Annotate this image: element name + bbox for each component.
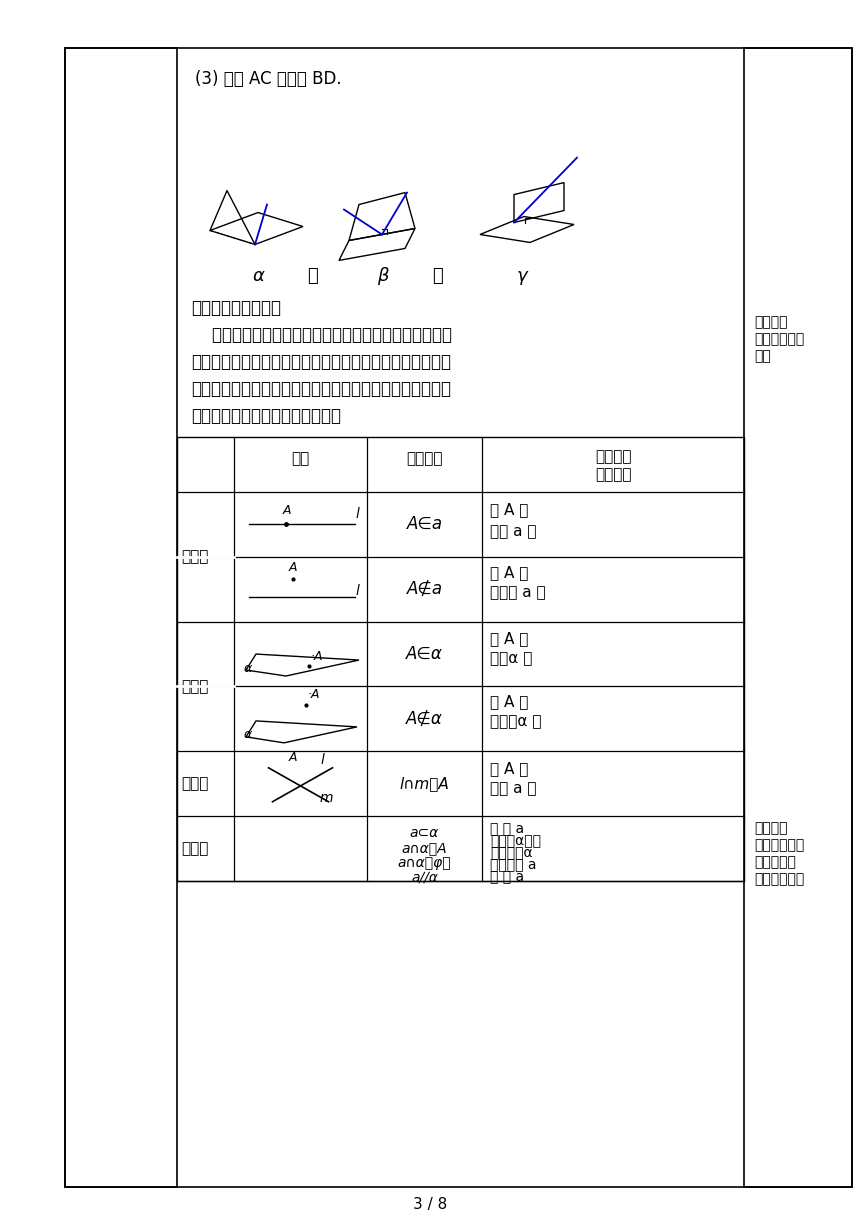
Text: m: m [320,790,334,805]
Text: A∉a: A∉a [407,580,443,598]
Text: 点 A 不: 点 A 不 [490,694,528,709]
Text: 在直线 a 上: 在直线 a 上 [490,585,545,599]
Text: 点 A 在: 点 A 在 [490,631,528,647]
Text: 点线面的基本关系：: 点线面的基本关系： [191,299,281,317]
Text: 可借用集合中的符号语言来表示。: 可借用集合中的符号语言来表示。 [191,407,341,426]
Text: 直线 a 上: 直线 a 上 [490,781,537,796]
Text: l: l [355,507,359,522]
Text: （读法）: （读法） [595,467,631,482]
Text: (3) 平面 AC 或平面 BD.: (3) 平面 AC 或平面 BD. [195,69,341,88]
Text: a⊂α: a⊂α [410,826,439,840]
Text: 线线面: 线线面 [181,841,208,856]
Bar [65,47,177,1187]
Text: 文字语言: 文字语言 [595,449,631,465]
Text: l∩m＝A: l∩m＝A [400,776,450,792]
Text: 面角的学习做: 面角的学习做 [754,332,804,347]
Text: 直线 a 上: 直线 a 上 [490,524,537,539]
Text: α: α [252,268,264,286]
Text: 为后面二: 为后面二 [754,315,788,330]
Text: 空间图形的基本元素是点、直线、平面。从运动的观点: 空间图形的基本元素是点、直线、平面。从运动的观点 [191,326,452,344]
Text: 直 线 a: 直 线 a [490,871,524,884]
Text: l: l [321,753,324,767]
Text: 点点面: 点点面 [181,679,208,694]
Text: 自己发现点线: 自己发现点线 [754,838,804,852]
Text: 图形: 图形 [292,451,310,466]
Text: 通过直线 a: 通过直线 a [490,858,537,872]
Text: α: α [244,662,252,675]
Text: 点 A 在: 点 A 在 [490,502,528,517]
Text: a∩α＝A: a∩α＝A [402,841,447,855]
Text: 3 / 8: 3 / 8 [413,1198,447,1212]
Text: 直 线 a: 直 线 a [490,822,524,837]
Text: 平面α 上: 平面α 上 [490,652,532,666]
Text: 看，点动成线，线动成面，从而可以把直线、平面看成是点: 看，点动成线，线动成面，从而可以把直线、平面看成是点 [191,353,451,371]
Text: l: l [355,584,359,598]
Text: ·A: ·A [310,649,322,663]
Text: 引导学生: 引导学生 [754,821,788,835]
Text: A: A [288,561,297,574]
Text: 或称平面α: 或称平面α [490,846,532,860]
Text: 在平面α内，: 在平面α内， [490,834,541,848]
Bar [177,437,744,882]
Text: A∈a: A∈a [407,516,443,534]
Text: ·A: ·A [307,688,320,702]
Text: 点 A 不: 点 A 不 [490,564,528,580]
Text: 系，熟悉点线: 系，熟悉点线 [754,872,804,886]
Text: a∕∕α: a∕∕α [411,871,438,885]
Text: 、: 、 [307,268,317,286]
Text: 面的位置关: 面的位置关 [754,855,796,869]
Text: 在平面α 上: 在平面α 上 [490,715,542,730]
Bar [744,47,852,1187]
Text: A: A [282,503,291,517]
Text: a∩α＝φ或: a∩α＝φ或 [397,856,452,871]
Text: A∈α: A∈α [406,644,443,663]
Text: A: A [288,751,297,765]
Text: A∉α: A∉α [406,710,443,728]
Text: 符号语言: 符号语言 [406,451,443,466]
Text: β: β [377,268,389,286]
Text: α: α [244,728,252,742]
Text: 点 A 在: 点 A 在 [490,761,528,776]
Text: 的集合，因此它们之间的关系除了用文字和图形表示外，还: 的集合，因此它们之间的关系除了用文字和图形表示外，还 [191,381,451,398]
Text: 、: 、 [432,268,443,286]
Text: 铺垂: 铺垂 [754,349,771,364]
Text: 线线线: 线线线 [181,776,208,792]
Text: 点点线: 点点线 [181,550,208,564]
Text: γ: γ [517,268,528,286]
